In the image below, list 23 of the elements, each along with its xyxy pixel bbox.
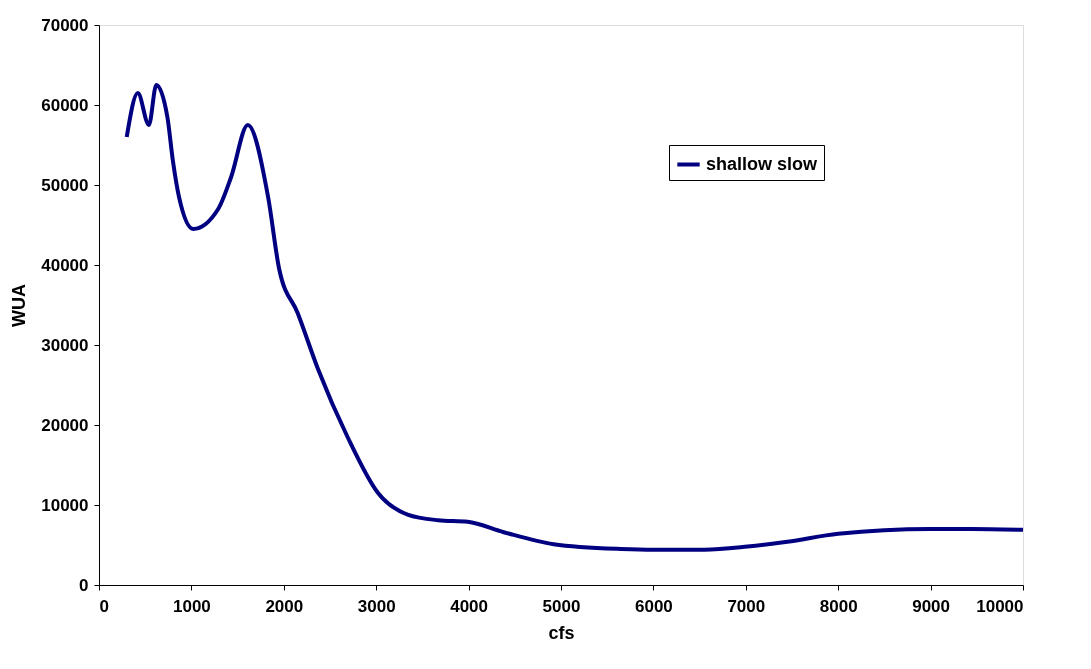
- y-tick-label: 30000: [41, 335, 89, 355]
- y-tick-label: 50000: [41, 175, 89, 195]
- x-tick-label: 10000: [976, 596, 1024, 616]
- y-tick-label: 60000: [41, 95, 89, 115]
- x-tick-label: 2000: [265, 596, 304, 616]
- y-tick-label: 10000: [41, 495, 89, 515]
- x-tick-label: 4000: [450, 596, 489, 616]
- line-series: [124, 83, 1025, 552]
- y-axis-title: WUA: [9, 284, 30, 327]
- x-tick-label: 3000: [357, 596, 396, 616]
- legend-label: shallow slow: [706, 153, 819, 174]
- x-tick-label: 5000: [542, 596, 581, 616]
- y-tick-label: 70000: [41, 15, 89, 35]
- x-tick-label: 1000: [172, 596, 211, 616]
- x-tick-label: 6000: [634, 596, 673, 616]
- y-tick-label: 0: [79, 575, 89, 595]
- x-tick-label: 0: [99, 596, 109, 616]
- y-tick-label: 40000: [41, 255, 89, 275]
- x-tick-label: 7000: [727, 596, 766, 616]
- x-axis-title: cfs: [548, 622, 575, 643]
- x-tick-label: 9000: [912, 596, 951, 616]
- y-tick-label: 20000: [41, 415, 89, 435]
- x-tick-label: 8000: [819, 596, 858, 616]
